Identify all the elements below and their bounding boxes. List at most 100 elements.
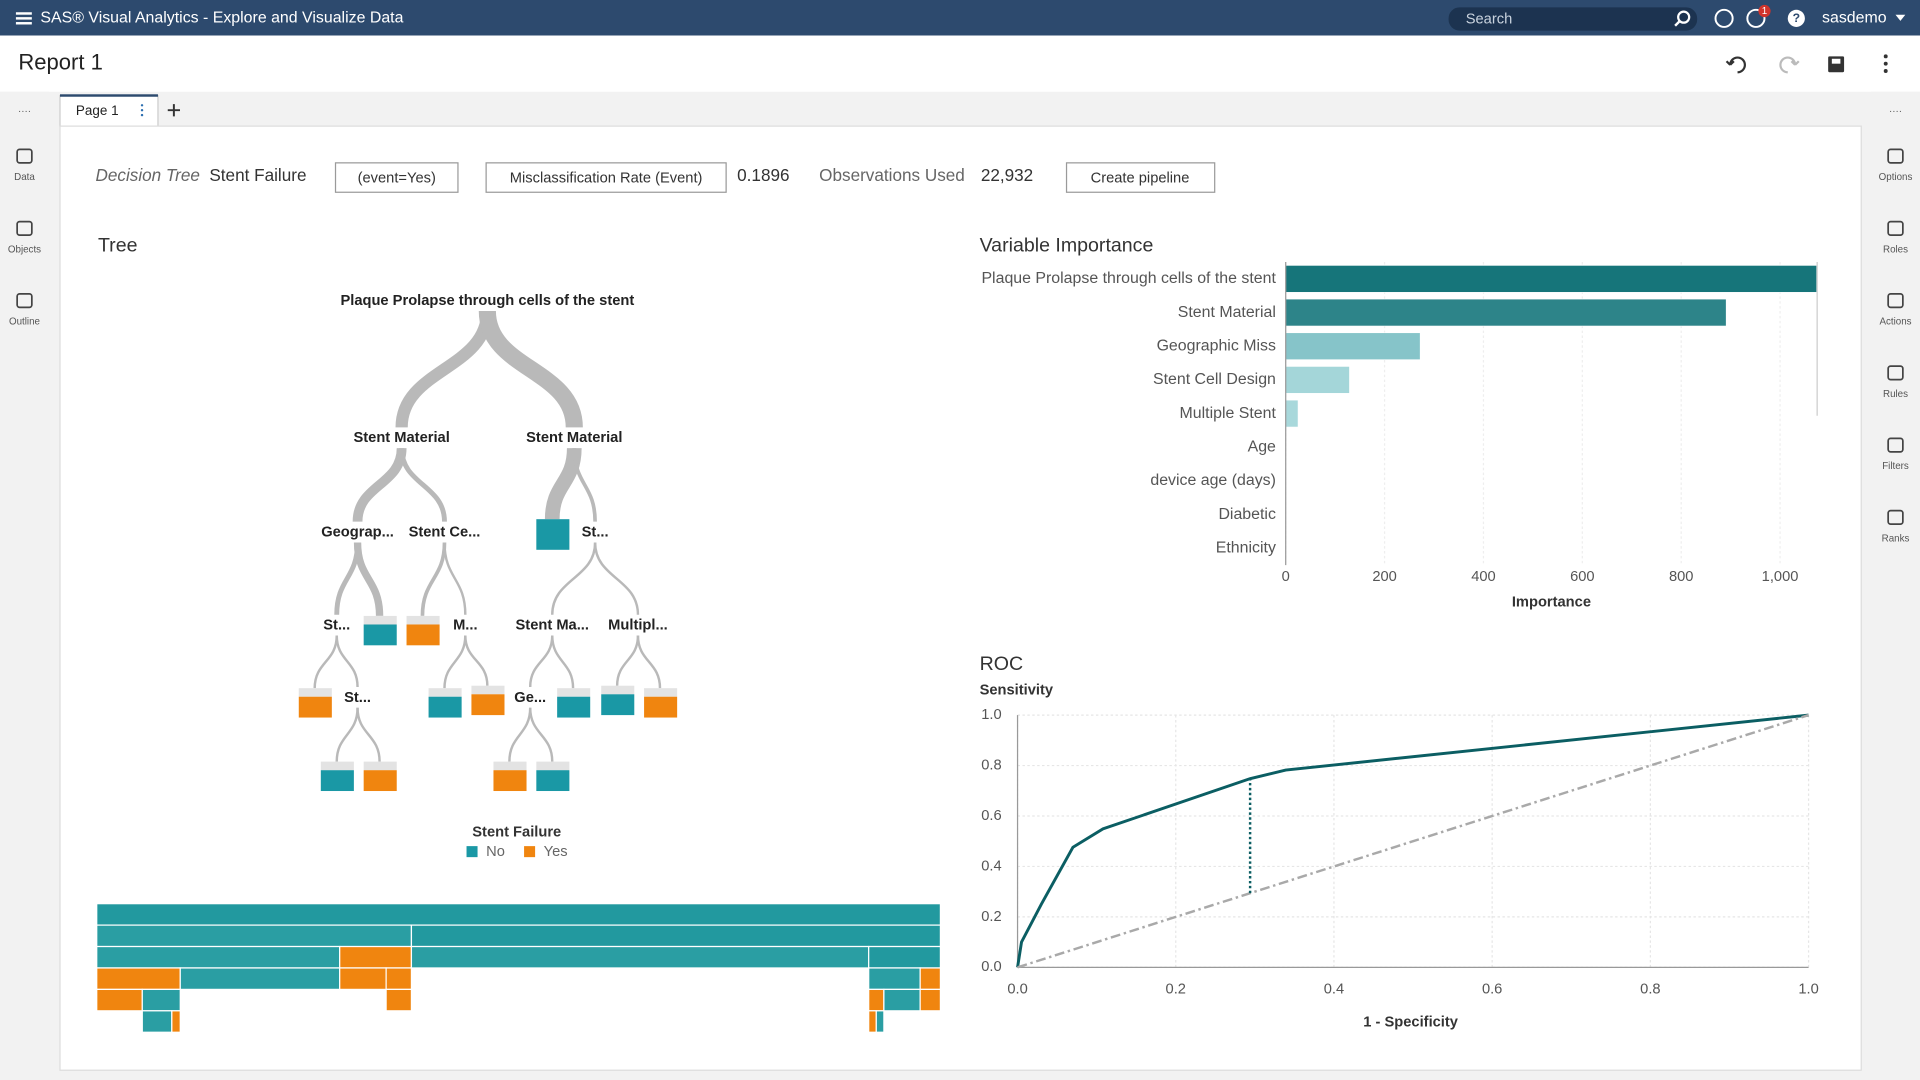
tab-indicator	[60, 94, 158, 97]
icicle-segment	[868, 945, 942, 969]
search-box[interactable]	[1448, 7, 1698, 31]
tree-leaf-top	[493, 761, 527, 771]
rail-button[interactable]: Data	[14, 148, 35, 183]
help-icon[interactable]	[1787, 9, 1805, 27]
rail-button[interactable]: Roles	[1883, 220, 1908, 256]
icicle-segment	[96, 988, 143, 1012]
icicle-segment	[96, 967, 181, 991]
tree-node-label: Stent Ce...	[409, 525, 481, 541]
observations-value: 22,932	[981, 165, 1033, 185]
tree-node-label: St...	[582, 525, 609, 541]
pipeline-button-label: Create pipeline	[1091, 171, 1190, 187]
tree-node-label: Multipl...	[608, 618, 668, 634]
notification-badge	[1758, 4, 1771, 18]
tree-edge	[572, 448, 597, 522]
rail-grip: ····	[18, 106, 31, 117]
x-tick-label: 0.2	[1166, 981, 1186, 997]
y-tick-label: 0.8	[981, 757, 1001, 773]
tree-node-label: Stent Material	[353, 430, 449, 446]
menu-button[interactable]	[15, 12, 32, 25]
search-icon[interactable]	[1674, 10, 1691, 27]
rail-button[interactable]: Options	[1879, 148, 1913, 183]
y-tick-label: Diabetic	[1218, 506, 1276, 523]
y-tick-label: 1.0	[981, 707, 1001, 723]
rail-button[interactable]: Actions	[1879, 293, 1912, 328]
rail-icon	[16, 293, 33, 309]
add-page[interactable]	[167, 104, 180, 117]
y-tick-label: 0.6	[981, 808, 1001, 824]
notifications-icon[interactable]	[1746, 8, 1766, 28]
user-menu[interactable]: sasdemo	[1822, 10, 1887, 27]
icicle-segment	[410, 924, 942, 948]
rail-button[interactable]: Outline	[9, 293, 40, 328]
y-tick-label: Ethnicity	[1216, 539, 1276, 556]
icicle-segment	[96, 924, 413, 948]
undo-button[interactable]	[1725, 56, 1746, 74]
tab-label: Page 1	[76, 103, 119, 118]
save-button[interactable]	[1828, 56, 1845, 73]
roc-line	[1016, 713, 1809, 968]
observations-label: Observations Used	[819, 165, 965, 185]
metric-button[interactable]	[485, 162, 727, 193]
icicle-segment	[919, 988, 942, 1012]
tree-leaf	[493, 770, 527, 792]
rail-label: Objects	[8, 244, 41, 255]
tree-node-label: St...	[323, 618, 350, 634]
notification-count: 1	[1762, 6, 1767, 17]
rail-icon	[1887, 293, 1904, 309]
left-rail	[0, 91, 49, 1080]
tree-edge	[551, 635, 575, 689]
rail-icon	[16, 220, 33, 236]
tree-leaf-top	[406, 615, 440, 625]
tree-node-label: Geograp...	[321, 525, 394, 541]
event-button[interactable]	[334, 162, 459, 193]
icicle-segment	[868, 1010, 877, 1033]
y-tick-label: Age	[1248, 438, 1276, 455]
y-tick-label: 0.2	[981, 909, 1001, 925]
legend-label: No	[486, 844, 505, 860]
save-glyph	[1831, 58, 1841, 64]
user-caret[interactable]	[1895, 14, 1906, 21]
legend-label: Yes	[544, 844, 568, 860]
icicle-segment	[339, 967, 387, 991]
tree-leaf	[536, 519, 570, 550]
tree-leaf	[536, 770, 570, 792]
rail-button[interactable]: Objects	[8, 220, 41, 256]
x-tick-label: 1,000	[1762, 569, 1799, 585]
rail-button[interactable]: Ranks	[1882, 509, 1910, 545]
tree-title: Tree	[98, 234, 138, 256]
x-axis-label: Importance	[1512, 594, 1591, 610]
tree-edge	[478, 310, 583, 429]
tree-leaf	[298, 696, 332, 718]
tree-leaf-top	[471, 685, 505, 695]
rail-button[interactable]: Filters	[1882, 437, 1909, 472]
y-tick-label: device age (days)	[1150, 472, 1276, 489]
tab-menu[interactable]	[140, 104, 144, 117]
tree-leaf	[406, 624, 440, 646]
x-tick-label: 0.6	[1482, 981, 1502, 997]
more-button[interactable]	[1883, 54, 1888, 73]
rail-icon	[1887, 220, 1904, 236]
tree-diagram: Plaque Prolapse through cells of the ste…	[298, 293, 678, 792]
tree-leaf	[601, 694, 635, 716]
legend-title: Stent Failure	[472, 825, 561, 841]
chart-title: ROC	[980, 653, 1024, 675]
legend-swatch	[524, 846, 536, 858]
y-tick-label: 0.4	[981, 858, 1001, 874]
chart-title: Variable Importance	[980, 234, 1154, 256]
rail-button[interactable]: Rules	[1883, 365, 1908, 400]
rail-icon	[1887, 509, 1904, 525]
tree-leaf-top	[320, 761, 354, 771]
tree-node-label: St...	[344, 690, 371, 706]
redo-button[interactable]	[1779, 56, 1800, 74]
icicle-segment	[141, 1010, 173, 1033]
rail-label: Outline	[9, 317, 40, 328]
tree-leaf	[363, 624, 397, 646]
y-tick-label: Geographic Miss	[1157, 337, 1276, 354]
rail-grip: ····	[1889, 106, 1902, 117]
pipeline-button[interactable]	[1065, 162, 1216, 193]
recent-icon[interactable]	[1714, 8, 1734, 28]
icicle-segment	[883, 988, 921, 1012]
tree-leaf	[557, 696, 591, 718]
